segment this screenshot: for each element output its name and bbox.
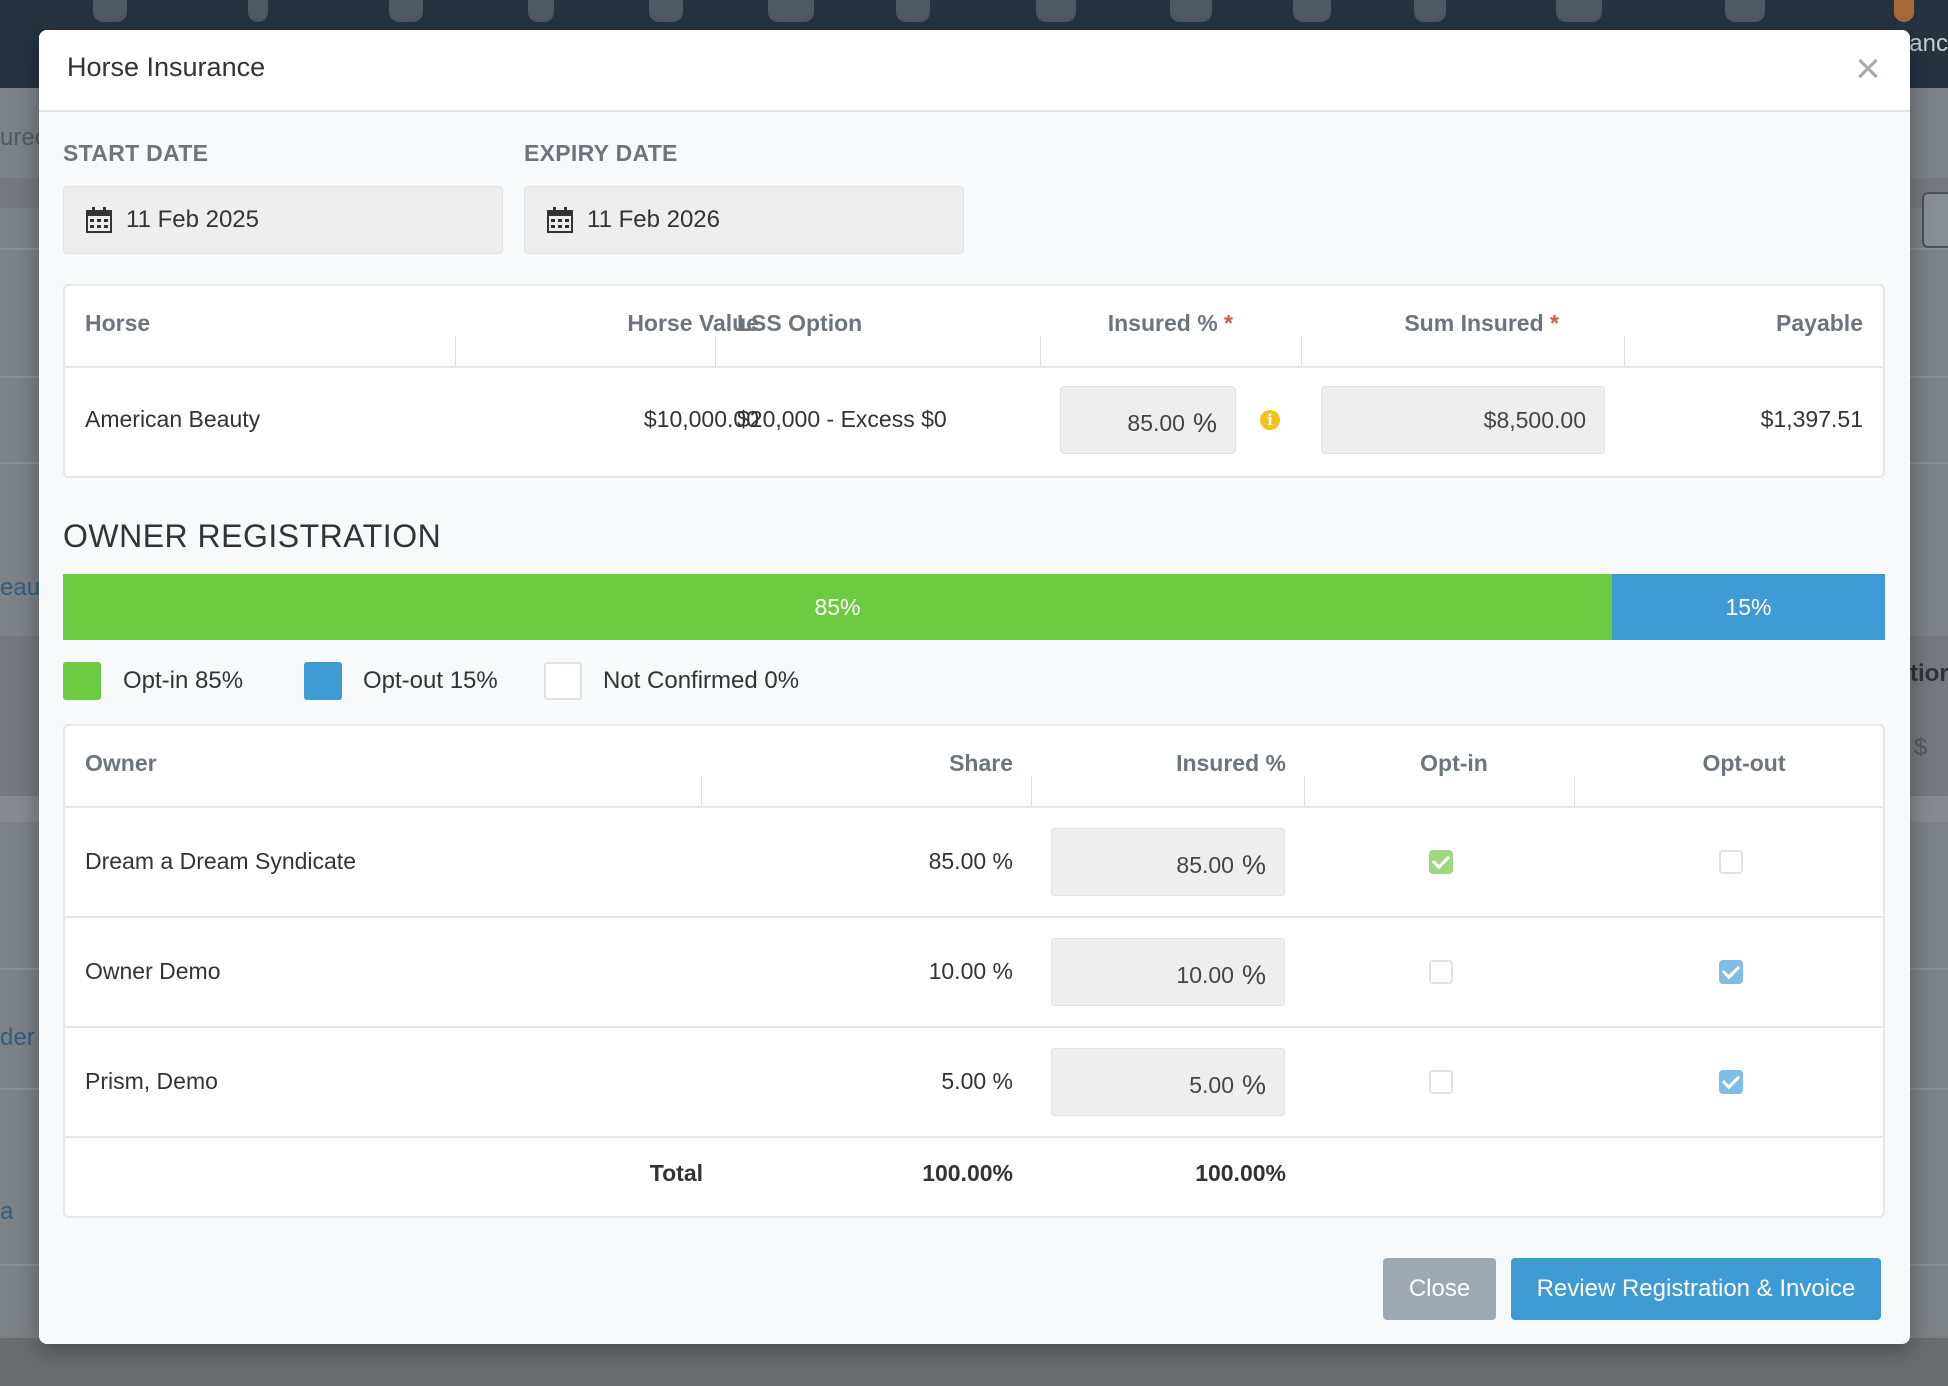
legend-optin-swatch [63, 662, 101, 700]
horse-insurance-modal: Horse Insurance × START DATE EXPIRY DATE… [39, 30, 1910, 1344]
optin-checkbox[interactable] [1429, 1070, 1453, 1094]
calendar-icon [547, 207, 573, 233]
header-lss-option: LSS Option [737, 310, 863, 336]
bg-side-link[interactable]: der [0, 1024, 35, 1051]
header-separator [1304, 776, 1305, 806]
owner-share: 10.00 % [928, 958, 1013, 984]
registration-progress-bar: 85% 15% [63, 574, 1885, 640]
start-date-field[interactable]: 11 Feb 2025 [63, 186, 503, 254]
owner-insured-input[interactable]: 5.00% [1051, 1048, 1285, 1116]
horse-value: $10,000.00 [643, 406, 759, 432]
close-icon[interactable]: × [1855, 44, 1881, 93]
bg-right-text: tior [1910, 660, 1948, 687]
header-horse-value: Horse Value [627, 310, 759, 336]
expiry-date-label: EXPIRY DATE [524, 140, 678, 166]
header-sum-insured: Sum Insured * [1404, 310, 1559, 336]
nav-text[interactable]: anc [1909, 30, 1948, 57]
header-share: Share [949, 750, 1013, 776]
nav-tool-icon[interactable] [248, 0, 268, 22]
nav-calendar-icon[interactable] [389, 0, 423, 22]
horse-table: Horse Horse Value LSS Option Insured % *… [63, 284, 1885, 478]
owner-insured-input[interactable]: 10.00% [1051, 938, 1285, 1006]
header-separator [1040, 336, 1041, 366]
header-separator [1301, 336, 1302, 366]
modal-title: Horse Insurance [67, 52, 266, 82]
expiry-date-field[interactable]: 11 Feb 2026 [524, 186, 964, 254]
header-payable: Payable [1776, 310, 1863, 336]
calendar-icon [86, 207, 112, 233]
nav-badge-icon[interactable] [1894, 0, 1914, 22]
header-separator [701, 776, 702, 806]
modal-header: Horse Insurance × [39, 30, 1910, 112]
header-separator [455, 336, 456, 366]
owner-share: 5.00 % [941, 1068, 1013, 1094]
bg-button[interactable] [1922, 192, 1948, 248]
owner-name: Dream a Dream Syndicate [85, 848, 356, 874]
legend-not-confirmed-label: Not Confirmed 0% [603, 667, 800, 694]
optin-checkbox[interactable] [1429, 850, 1453, 874]
owner-table: Owner Share Insured % Opt-in Opt-out Dre… [63, 724, 1885, 1218]
optout-checkbox[interactable] [1719, 1070, 1743, 1094]
progress-optout-segment: 15% [1612, 574, 1885, 640]
nav-person-icon[interactable] [649, 0, 683, 22]
total-label: Total [649, 1160, 703, 1186]
bg-side-link[interactable]: eaut [0, 574, 47, 601]
sum-insured-input[interactable]: $8,500.00 [1321, 386, 1605, 454]
header-divider [65, 806, 1883, 808]
nav-group-icon[interactable] [1556, 0, 1602, 22]
horse-name: American Beauty [85, 406, 261, 432]
bg-side-text: urec [0, 124, 47, 151]
start-date-value: 11 Feb 2025 [126, 206, 259, 233]
total-insured: 100.00% [1195, 1160, 1286, 1186]
bg-right-text: $ [1914, 734, 1928, 761]
info-icon[interactable]: i [1260, 410, 1280, 430]
legend-not-confirmed-swatch [544, 662, 582, 700]
owner-registration-title: OWNER REGISTRATION [63, 518, 442, 554]
nav-horse-icon[interactable] [528, 0, 554, 22]
owner-insured-input[interactable]: 85.00% [1051, 828, 1285, 896]
header-owner-insured: Insured % [1176, 750, 1286, 776]
header-separator [1624, 336, 1625, 366]
close-button[interactable]: Close [1383, 1258, 1496, 1320]
optin-checkbox[interactable] [1429, 960, 1453, 984]
optout-checkbox[interactable] [1719, 960, 1743, 984]
row-divider [65, 1136, 1883, 1138]
total-share: 100.00% [922, 1160, 1013, 1186]
optout-checkbox[interactable] [1719, 850, 1743, 874]
bg-side-link[interactable]: a [0, 1198, 14, 1225]
nav-contact-icon[interactable] [896, 0, 930, 22]
expiry-date-value: 11 Feb 2026 [587, 206, 720, 233]
review-registration-invoice-button[interactable]: Review Registration & Invoice [1511, 1258, 1881, 1320]
owner-share: 85.00 % [928, 848, 1013, 874]
header-insured-percent: Insured % * [1107, 310, 1233, 336]
progress-optin-segment: 85% [63, 574, 1612, 640]
header-horse: Horse [85, 310, 151, 336]
nav-invoice-icon[interactable] [1414, 0, 1446, 22]
owner-name: Owner Demo [85, 958, 221, 984]
owner-name: Prism, Demo [85, 1068, 218, 1094]
nav-user-icon[interactable] [93, 0, 127, 22]
header-opt-in: Opt-in [1420, 750, 1488, 776]
header-divider [65, 366, 1883, 368]
header-owner: Owner [85, 750, 157, 776]
legend-optin-label: Opt-in 85% [123, 667, 244, 694]
start-date-label: START DATE [63, 140, 209, 166]
header-separator [715, 336, 716, 366]
nav-gavel-icon[interactable] [1725, 0, 1765, 22]
payable-value: $1,397.51 [1760, 406, 1863, 432]
header-opt-out: Opt-out [1702, 750, 1786, 776]
lss-option-value: $20,000 - Excess $0 [737, 406, 947, 432]
nav-files-icon[interactable] [1170, 0, 1212, 22]
nav-gear-icon[interactable] [1293, 0, 1331, 22]
header-separator [1031, 776, 1032, 806]
header-separator [1574, 776, 1575, 806]
nav-people-icon[interactable] [768, 0, 814, 22]
row-divider [65, 1026, 1883, 1028]
row-divider [65, 916, 1883, 918]
bottom-bar [0, 1338, 1948, 1386]
legend-optout-label: Opt-out 15% [363, 667, 498, 694]
nav-chat-icon[interactable] [1036, 0, 1076, 22]
insured-percent-input[interactable]: 85.00% [1060, 386, 1236, 454]
legend-optout-swatch [304, 662, 342, 700]
